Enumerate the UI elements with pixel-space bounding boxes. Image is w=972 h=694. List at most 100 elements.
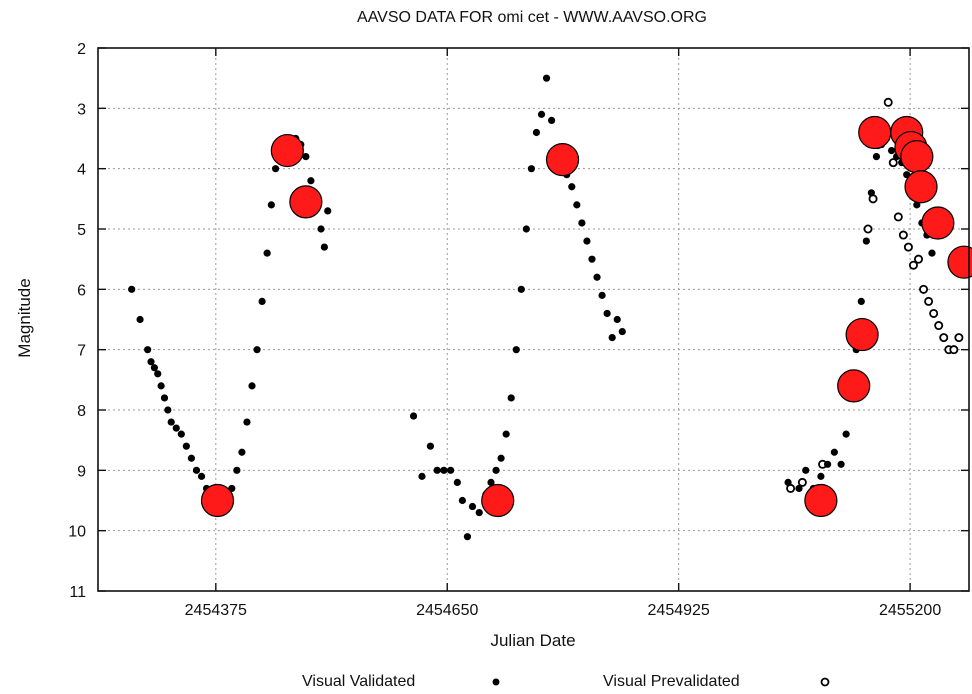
visual-validated-point [837,460,845,468]
highlight-point [545,143,580,177]
y-tick-label: 6 [77,282,86,299]
visual-validated-point [867,189,875,197]
visual-validated-point [824,460,832,468]
visual-validated-point [136,315,144,324]
visual-validated-point [578,219,586,227]
visual-validated-point [608,334,616,342]
data-markers [128,74,972,541]
visual-prevalidated-point [954,333,964,343]
visual-validated-point [164,406,172,414]
chart-title: AAVSO DATA FOR omi cet - WWW.AAVSO.ORG [357,9,707,26]
visual-validated-point [542,74,551,82]
visual-prevalidated-point [929,308,939,318]
visual-validated-point [583,237,591,245]
highlight-point [845,317,879,352]
visual-validated-point [795,484,803,493]
legend-marker-filled-dot [492,678,500,686]
visual-prevalidated-point [949,345,959,355]
y-tick-label: 4 [77,162,86,179]
visual-validated-point [573,201,581,209]
visual-validated-point [418,472,426,480]
y-axis-label: Magnitude [15,278,34,357]
visual-prevalidated-point [797,477,807,487]
visual-validated-point [928,249,936,257]
visual-validated-point [187,454,196,462]
highlight-point [200,483,235,518]
highlight-point [858,115,892,150]
highlight-point [270,133,304,168]
visual-validated-point [150,364,158,372]
visual-validated-point [233,466,241,474]
visual-validated-point [497,454,505,462]
legend-label-visual-prevalidated: Visual Prevalidated [603,673,740,690]
visual-prevalidated-point [919,284,929,294]
visual-validated-point [568,183,576,191]
x-tick-label: 2455200 [879,602,941,619]
visual-validated-point [537,110,546,118]
visual-validated-point [267,201,275,209]
y-tick-label: 5 [77,222,86,239]
visual-validated-point [475,508,483,517]
visual-validated-point [409,412,418,420]
visual-validated-point [598,291,606,299]
visual-validated-point [253,346,261,354]
visual-validated-point [248,382,256,390]
visual-validated-point [238,448,246,456]
visual-validated-point [618,327,626,336]
visual-validated-point [144,346,152,354]
visual-validated-point [447,466,455,474]
legend-label-visual-validated: Visual Validated [302,673,415,690]
y-tick-label: 2 [77,41,86,58]
visual-validated-point [517,285,525,293]
visual-validated-point [302,153,310,161]
highlight-point [837,369,871,403]
visual-validated-point [433,466,441,474]
visual-validated-point [492,466,500,474]
legend: Visual Validated Visual Prevalidated [302,673,830,690]
plot-frame [97,47,970,592]
x-tick-label: 2454925 [648,602,710,619]
visual-validated-point [857,297,865,305]
visual-validated-point [532,128,541,137]
visual-validated-point [784,478,792,486]
visual-validated-point [527,165,535,173]
visual-validated-point [154,370,162,378]
visual-validated-point [463,533,472,541]
visual-validated-point [317,225,325,233]
visual-prevalidated-point [914,254,924,264]
axis-ticks [98,47,969,592]
x-axis-label: Julian Date [490,631,575,650]
y-tick-label: 7 [77,343,86,360]
visual-prevalidated-point [893,212,903,222]
visual-validated-point [263,249,271,257]
visual-validated-point [613,315,621,324]
x-tick-label: 2454375 [185,602,247,619]
visual-prevalidated-point [924,296,934,306]
visual-prevalidated-point [939,333,949,343]
highlight-point [289,185,323,219]
visual-validated-point [271,165,280,173]
visual-validated-point [172,424,180,432]
highlight-point [904,170,938,204]
visual-prevalidated-point [888,158,898,168]
highlight-point [947,245,972,279]
visual-prevalidated-point [883,97,893,107]
visual-validated-point [167,418,175,426]
visual-validated-point [603,309,611,318]
visual-validated-point [307,177,315,185]
visual-validated-point [507,394,515,402]
visual-validated-point [547,116,556,124]
visual-validated-point [197,472,206,480]
visual-validated-point [324,207,332,215]
y-tick-label: 3 [77,101,86,118]
visual-validated-point [160,394,169,402]
visual-validated-point [458,496,466,505]
visual-validated-point [802,466,810,474]
visual-validated-point [128,285,136,293]
visual-validated-point [147,358,155,366]
highlight-point [804,483,838,518]
visual-prevalidated-point [934,321,944,331]
highlight-point [900,140,934,174]
visual-prevalidated-point [868,194,878,204]
